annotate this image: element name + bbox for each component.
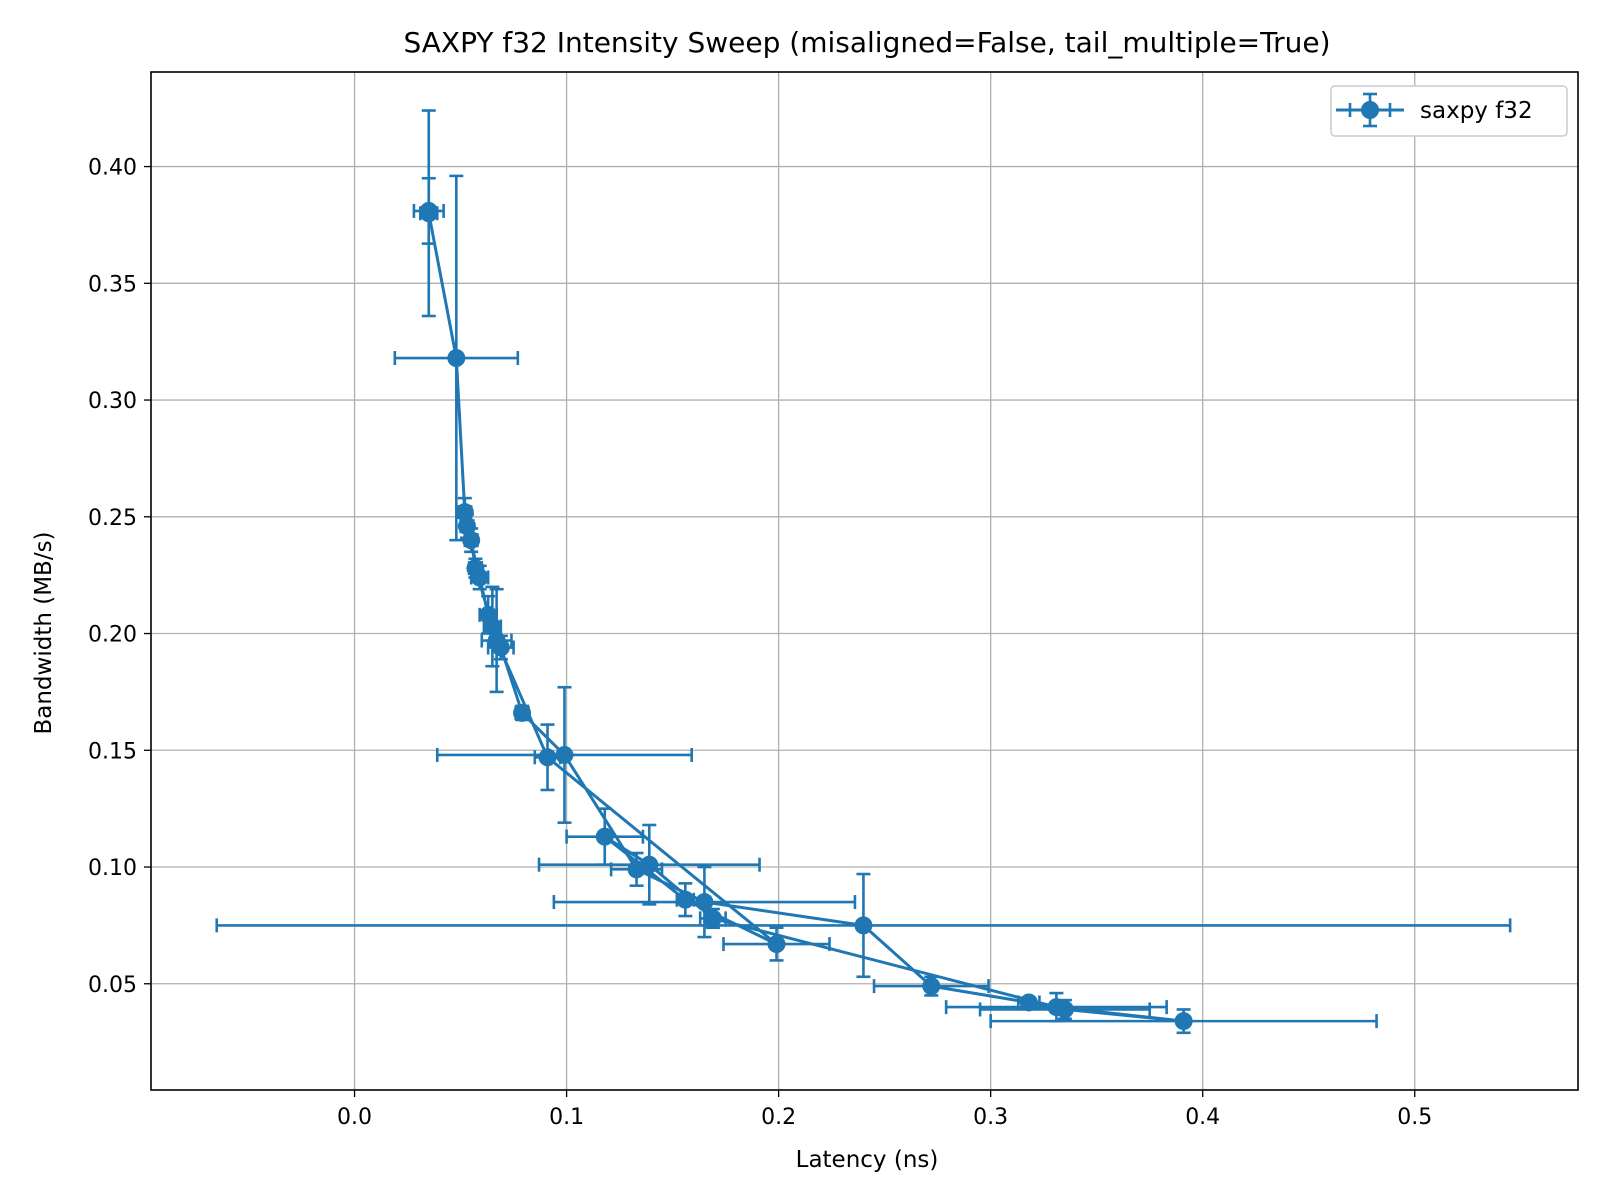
data-point: [455, 503, 474, 522]
data-point: [595, 827, 614, 846]
x-tick-label: 0.5: [1397, 1105, 1432, 1130]
y-axis-label: Bandwidth (MB/s): [31, 531, 57, 734]
y-tick-label: 0.35: [88, 272, 137, 297]
y-tick-label: 0.05: [88, 973, 137, 998]
data-point: [555, 745, 574, 764]
x-tick-label: 0.1: [549, 1105, 584, 1130]
data-point: [419, 204, 438, 223]
data-point: [491, 638, 510, 657]
data-point: [640, 855, 659, 874]
data-point: [513, 703, 532, 722]
series-line: [427, 210, 1186, 1023]
data-point: [695, 893, 714, 912]
series-layer: [215, 109, 1512, 1035]
x-tick-label: 0.3: [973, 1105, 1008, 1130]
plot-frame: [150, 71, 1579, 1091]
y-tick-label: 0.20: [88, 623, 137, 648]
data-point: [922, 977, 941, 996]
x-axis-label: Latency (ns): [796, 1147, 939, 1173]
y-tick-label: 0.30: [88, 389, 137, 414]
data-point: [767, 935, 786, 954]
y-tick-label: 0.15: [88, 739, 137, 764]
data-point: [1019, 993, 1038, 1012]
y-tick-label: 0.10: [88, 856, 137, 881]
legend: saxpy f32: [1330, 85, 1568, 137]
data-point: [483, 617, 502, 636]
y-tick-label: 0.25: [88, 506, 137, 531]
chart-title: SAXPY f32 Intensity Sweep (misaligned=Fa…: [403, 26, 1330, 59]
data-point: [703, 909, 722, 928]
axis-ticks: 0.0 0.1 0.2 0.3 0.4 0.5 0.05 0.10 0.15 0.20 0.25 0.…: [88, 156, 1432, 1130]
x-tick-label: 0.2: [761, 1105, 796, 1130]
data-point: [854, 916, 873, 935]
x-tick-label: 0.4: [1185, 1105, 1220, 1130]
data-point: [676, 890, 695, 909]
data-point: [457, 517, 476, 536]
legend-point: [1361, 101, 1379, 119]
legend-marker: [1336, 92, 1404, 128]
data-point: [447, 349, 466, 368]
data-point: [462, 531, 481, 550]
data-point: [1174, 1012, 1193, 1031]
grid: [151, 72, 1578, 1090]
data-point: [470, 568, 489, 587]
legend-label-saxpy-f32: saxpy f32: [1420, 98, 1533, 124]
legend-box: [1330, 85, 1568, 137]
data-point: [538, 748, 557, 767]
x-tick-label: 0.0: [337, 1105, 372, 1130]
y-tick-label: 0.40: [88, 156, 137, 181]
data-point: [1055, 1000, 1074, 1019]
